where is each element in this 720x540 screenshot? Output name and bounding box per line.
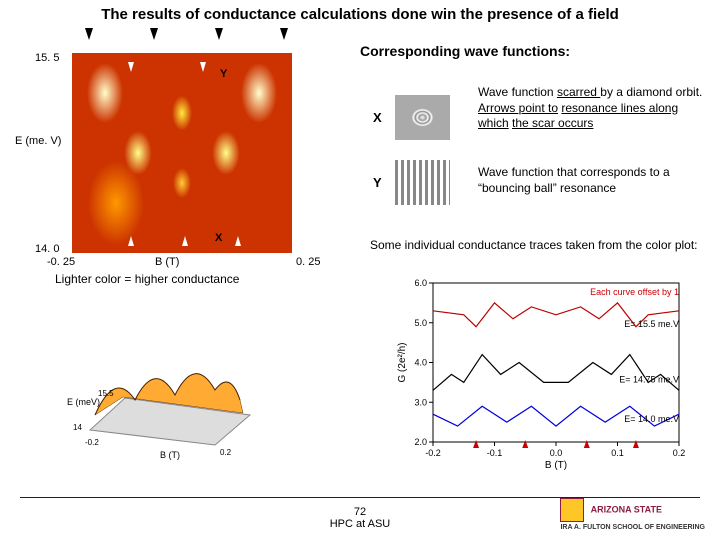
asu-shield-icon: [560, 498, 584, 522]
svg-text:5.0: 5.0: [414, 318, 427, 328]
title-arrow-1: [85, 28, 93, 40]
wf-x-annotation: Wave function scarred by a diamond orbit…: [478, 85, 703, 132]
page-number: 72: [354, 506, 366, 518]
conductance-heatmap: [72, 53, 292, 253]
svg-text:G (2e²/h): G (2e²/h): [397, 342, 408, 382]
title-arrow-2: [150, 28, 158, 40]
svg-text:B (T): B (T): [545, 460, 567, 470]
svg-text:E= 14.75 me.V: E= 14.75 me.V: [619, 374, 679, 384]
heatmap-ylabel: E (me. V): [15, 135, 61, 147]
heatmap-inset-Y: Y: [220, 68, 227, 80]
threed-surface-plot: B (T) E (meV) -0.2 0.2 14 15.5: [65, 300, 265, 460]
svg-text:3.0: 3.0: [414, 397, 427, 407]
svg-text:2.0: 2.0: [414, 437, 427, 447]
traces-intro: Some individual conductance traces taken…: [370, 238, 700, 254]
heatmap-xmax: 0. 25: [296, 256, 320, 268]
heatmap-ymin: 14. 0: [35, 243, 59, 255]
wf-x-label: X: [373, 110, 382, 125]
svg-text:Each curve offset by 1: Each curve offset by 1: [590, 287, 679, 297]
footer-text: HPC at ASU: [330, 518, 391, 530]
svg-text:14: 14: [73, 423, 82, 432]
title-arrow-3: [215, 28, 223, 40]
svg-text:6.0: 6.0: [414, 278, 427, 288]
wavefn-y-image: [395, 160, 450, 205]
svg-text:E (meV): E (meV): [67, 397, 100, 407]
heatmap-arrow-top-1: [128, 62, 134, 72]
page-title: The results of conductance calculations …: [0, 6, 720, 23]
heatmap-arrow-bot-3: [235, 236, 241, 246]
asu-logo: ARIZONA STATE IRA A. FULTON SCHOOL OF EN…: [560, 498, 705, 532]
heatmap-ymax: 15. 5: [35, 52, 59, 64]
svg-text:E= 14.0 me.V: E= 14.0 me.V: [624, 414, 679, 424]
svg-text:0.2: 0.2: [673, 448, 685, 458]
logo-line3: IRA A. FULTON SCHOOL OF ENGINEERING: [560, 524, 705, 531]
svg-text:-0.2: -0.2: [85, 438, 99, 447]
svg-text:-0.2: -0.2: [425, 448, 441, 458]
svg-text:0.0: 0.0: [550, 448, 563, 458]
svg-text:15.5: 15.5: [98, 389, 114, 398]
heatmap-arrow-bot-2: [182, 236, 188, 246]
svg-text:4.0: 4.0: [414, 358, 427, 368]
heatmap-xmin: -0. 25: [47, 256, 75, 268]
heatmap-xlabel: B (T): [155, 256, 179, 268]
svg-text:B (T): B (T): [160, 450, 180, 460]
heatmap-caption: Lighter color = higher conductance: [55, 272, 239, 286]
wf-y-annotation: Wave function that corresponds to a “bou…: [478, 165, 703, 196]
wavefn-x-image: [395, 95, 450, 140]
wf-y-label: Y: [373, 175, 382, 190]
heatmap-arrow-top-2: [200, 62, 206, 72]
svg-text:0.1: 0.1: [611, 448, 624, 458]
svg-text:E= 15.5 me.V: E= 15.5 me.V: [624, 319, 679, 329]
logo-line1: ARIZONA STATE: [591, 504, 662, 514]
heatmap-inset-X: X: [215, 232, 222, 244]
title-arrow-4: [280, 28, 288, 40]
wavefn-heading: Corresponding wave functions:: [360, 42, 570, 60]
svg-text:-0.1: -0.1: [487, 448, 503, 458]
heatmap-arrow-bot-1: [128, 236, 134, 246]
conductance-traces-chart: 2.0 3.0 4.0 5.0 6.0 -0.2 -0.1 0.0 0.1 0.2 B (T) G (…: [395, 275, 685, 470]
svg-text:0.2: 0.2: [220, 448, 232, 457]
